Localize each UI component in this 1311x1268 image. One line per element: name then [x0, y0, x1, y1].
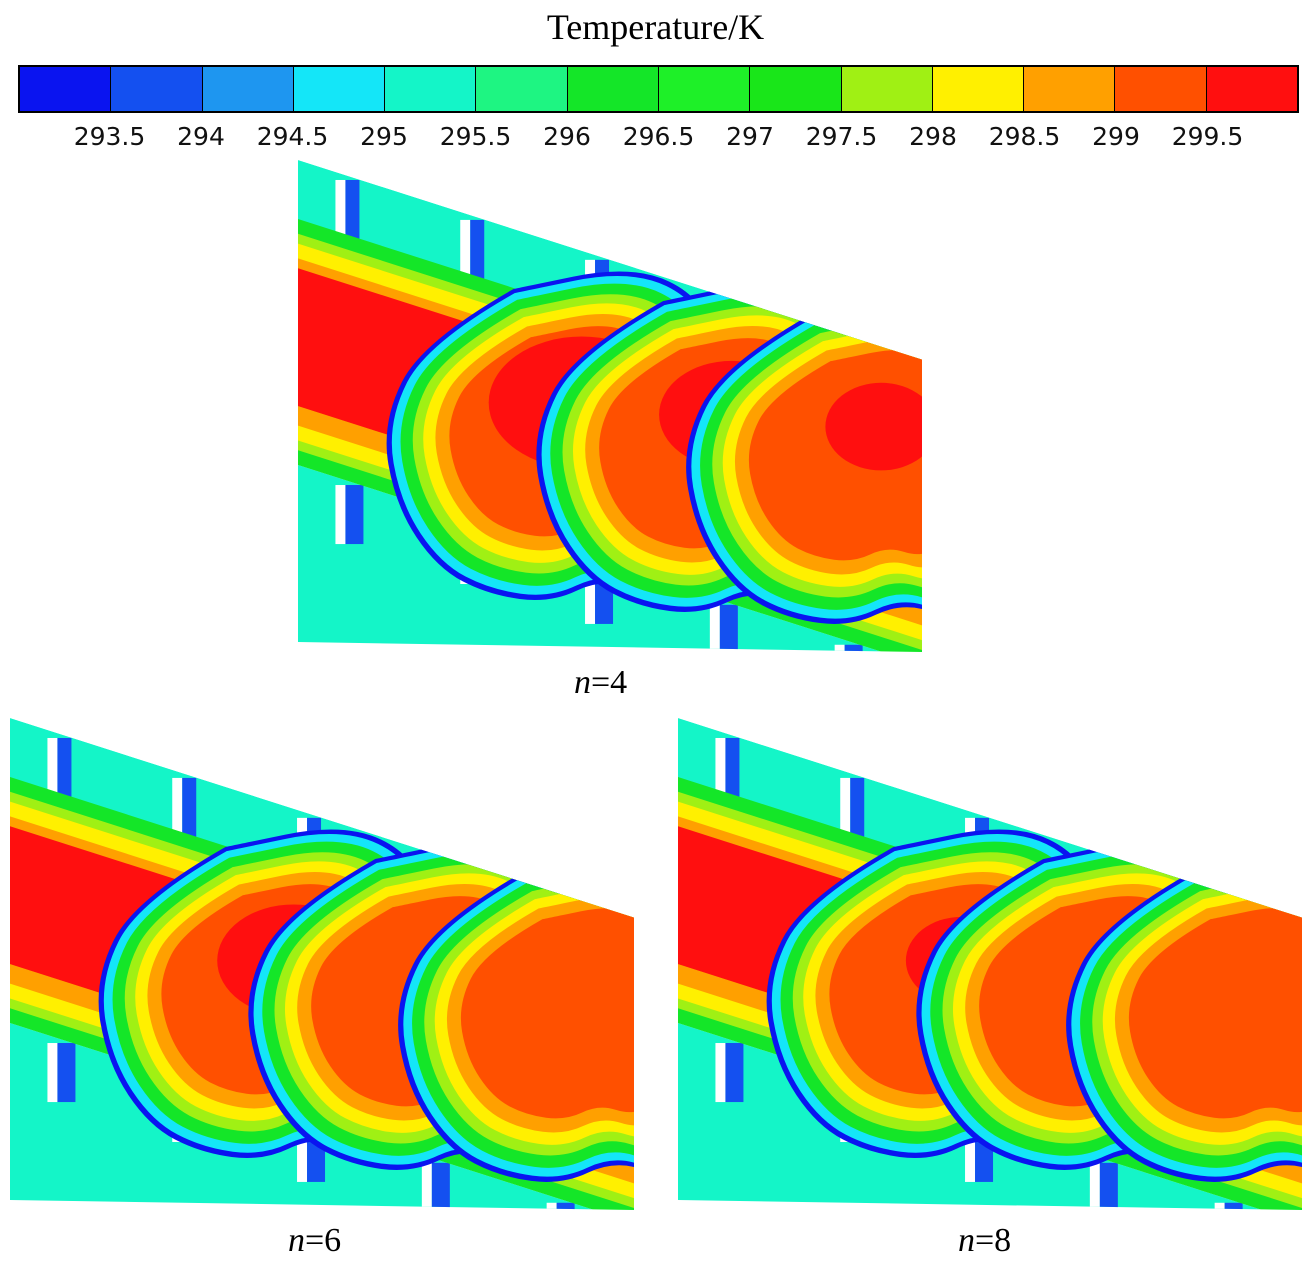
contour-panel-n6 [10, 718, 634, 1210]
disc-contour [398, 853, 634, 1182]
colorbar-tick-label: 297.5 [805, 122, 878, 151]
contour-field [10, 718, 634, 1210]
contour-field [298, 160, 922, 652]
colorbar-tick-labels: 293.5 294 294.5 295 295.5 296 296.5 297 297.5 298… [0, 122, 1311, 158]
colorbar-tick-label: 294 [177, 122, 225, 151]
colorbar-segment [567, 67, 659, 111]
contour-panel-n4 [298, 160, 922, 652]
caption-value: =4 [591, 664, 628, 701]
colorbar-tick-label: 297 [726, 122, 774, 151]
caption-n8: n=8 [958, 1222, 1011, 1260]
colorbar-segment [1115, 67, 1207, 111]
caption-value: =8 [975, 1222, 1012, 1259]
colorbar-tick-label: 295 [360, 122, 408, 151]
colorbar-segment [750, 67, 842, 111]
colorbar [18, 65, 1299, 113]
colorbar-segment [20, 67, 112, 111]
disc-contour [1066, 853, 1302, 1182]
colorbar-segment [385, 67, 477, 111]
colorbar-title: Temperature/K [546, 7, 765, 47]
colorbar-segment [658, 67, 751, 111]
contour-field [678, 718, 1302, 1210]
disc-contour [686, 295, 922, 624]
colorbar-segment [293, 67, 386, 111]
caption-variable: n [288, 1222, 305, 1259]
colorbar-tick-label: 295.5 [439, 122, 512, 151]
colorbar-segment [841, 67, 933, 111]
colorbar-segment [932, 67, 1025, 111]
caption-variable: n [574, 664, 591, 701]
colorbar-tick-label: 296.5 [622, 122, 695, 151]
colorbar-segment [111, 67, 203, 111]
caption-variable: n [958, 1222, 975, 1259]
colorbar-tick-label: 299.5 [1171, 122, 1244, 151]
caption-value: =6 [305, 1222, 342, 1259]
colorbar-segment [476, 67, 568, 111]
colorbar-tick-label: 298 [909, 122, 957, 151]
colorbar-tick-label: 298.5 [988, 122, 1061, 151]
caption-n6: n=6 [288, 1222, 341, 1260]
colorbar-tick-label: 293.5 [73, 122, 146, 151]
colorbar-segment [202, 67, 294, 111]
colorbar-tick-label: 299 [1092, 122, 1140, 151]
colorbar-tick-label: 296 [543, 122, 591, 151]
contour-panel-n8 [678, 718, 1302, 1210]
colorbar-segment [1024, 67, 1116, 111]
caption-n4: n=4 [574, 664, 627, 702]
colorbar-segment [1206, 67, 1297, 111]
colorbar-tick-label: 294.5 [256, 122, 329, 151]
